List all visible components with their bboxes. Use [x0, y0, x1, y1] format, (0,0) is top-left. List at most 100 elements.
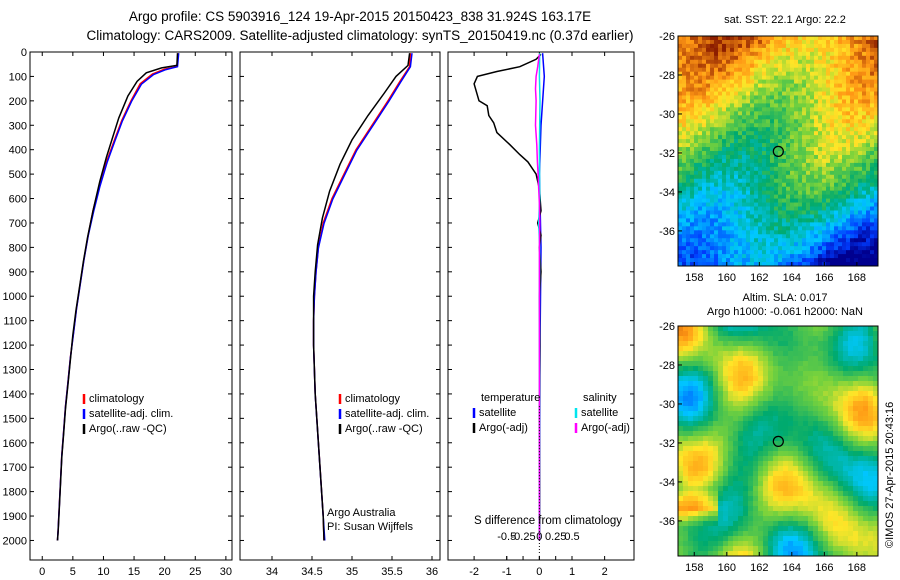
map-cell — [828, 546, 834, 552]
map-cell — [718, 521, 724, 527]
map-cell — [848, 436, 854, 442]
map-cell — [758, 174, 763, 180]
map-cell — [703, 421, 709, 427]
map-cell — [702, 230, 707, 235]
map-cell — [746, 51, 751, 57]
map-cell — [678, 131, 683, 136]
map-cell — [758, 166, 763, 172]
map-cell — [690, 51, 695, 57]
map-cell — [803, 416, 809, 422]
map-cell — [693, 546, 699, 552]
map-cell — [828, 331, 834, 337]
map-cell — [774, 43, 779, 49]
map-cell — [743, 456, 749, 462]
map-cell — [738, 127, 743, 132]
map-cell — [722, 162, 727, 168]
map-cell — [826, 242, 831, 247]
map-cell — [773, 346, 779, 352]
map-cell — [826, 254, 831, 259]
map-cell — [858, 361, 864, 367]
map-cell — [754, 107, 759, 112]
map-cell — [822, 170, 827, 176]
map-cell — [748, 466, 754, 472]
map-cell — [688, 526, 694, 532]
map-cell — [810, 59, 815, 65]
map-cell — [843, 366, 849, 372]
map-cell — [703, 481, 709, 487]
map-cell — [818, 238, 823, 243]
map-cell — [858, 461, 864, 467]
map-cell — [862, 246, 867, 251]
map-cell — [843, 336, 849, 342]
map-cell — [758, 182, 763, 188]
map-cell — [793, 536, 799, 542]
map-cell — [714, 210, 719, 216]
map-cell — [823, 471, 829, 477]
map-cell — [822, 63, 827, 69]
map-cell — [762, 218, 767, 223]
map-cell — [713, 491, 719, 497]
map-cell — [850, 43, 855, 49]
map-cell — [702, 174, 707, 180]
map-cell — [742, 99, 747, 105]
map-cell — [793, 381, 799, 387]
map-cell — [870, 135, 875, 140]
map-cell — [802, 87, 807, 93]
map-cell — [850, 166, 855, 172]
map-cell — [742, 111, 747, 116]
map-cell — [814, 59, 819, 65]
map-cell — [698, 491, 704, 497]
map-cell — [843, 421, 849, 427]
map-cell — [854, 111, 859, 116]
map-cell — [862, 190, 867, 196]
map-cell — [690, 151, 695, 156]
map-cell — [714, 170, 719, 176]
map-cell — [813, 531, 819, 537]
map-cell — [838, 326, 844, 332]
map-cell — [830, 71, 835, 77]
map-cell — [830, 127, 835, 132]
map-cell — [783, 396, 789, 402]
map-cell — [838, 496, 844, 502]
map-cell — [678, 174, 683, 180]
map-cell — [683, 416, 689, 422]
map-cell — [758, 451, 764, 457]
map-cell — [763, 326, 769, 332]
map-cell — [786, 186, 791, 192]
map-cell — [688, 446, 694, 452]
map-cell — [758, 506, 764, 512]
map-cell — [783, 416, 789, 422]
map-cell — [710, 254, 715, 259]
map-cell — [718, 326, 724, 332]
map-cell — [762, 198, 767, 204]
map-cell — [730, 139, 735, 144]
map-cell — [714, 254, 719, 259]
x-axis-label: temperature (deg C) — [77, 578, 185, 580]
map-cell — [822, 194, 827, 200]
map-cell — [708, 536, 714, 542]
map-cell — [778, 43, 783, 49]
map-cell — [773, 391, 779, 397]
map-cell — [803, 476, 809, 482]
map-cell — [782, 151, 787, 156]
map-cell — [862, 59, 867, 65]
map-cell — [768, 341, 774, 347]
map-cell — [823, 521, 829, 527]
map-cell — [798, 162, 803, 168]
map-cell — [678, 202, 683, 208]
map-cell — [766, 190, 771, 196]
map-cell — [810, 258, 815, 263]
map-cell — [742, 230, 747, 235]
map-cell — [728, 536, 734, 542]
map-cell — [753, 346, 759, 352]
map-cell — [723, 446, 729, 452]
map-cell — [688, 496, 694, 502]
map-cell — [798, 238, 803, 243]
map-cell — [850, 258, 855, 263]
map-cell — [834, 182, 839, 188]
map-cell — [802, 43, 807, 49]
map-cell — [782, 59, 787, 65]
map-cell — [678, 182, 683, 188]
map-cell — [848, 421, 854, 427]
map-cell — [694, 198, 699, 204]
